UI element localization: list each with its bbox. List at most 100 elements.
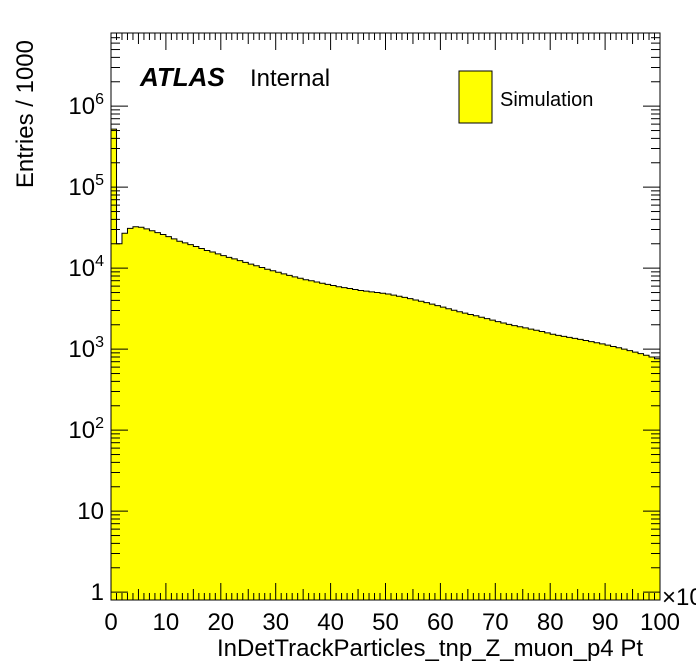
- histogram-bin: [160, 234, 167, 600]
- histogram-bin: [363, 291, 370, 600]
- histogram-bin: [121, 233, 129, 600]
- histogram-bin: [176, 241, 183, 600]
- histogram-bin: [577, 339, 584, 600]
- histogram-bin: [127, 228, 134, 600]
- histogram-bin: [204, 250, 211, 600]
- histogram-bin: [462, 313, 469, 600]
- histogram-bin: [539, 331, 546, 600]
- histogram-bin: [111, 129, 118, 600]
- histogram-bin: [281, 273, 288, 600]
- histogram-bin: [473, 315, 480, 600]
- histogram-bin: [385, 293, 392, 600]
- histogram-bin: [500, 323, 507, 600]
- histogram-outline: [110, 128, 661, 600]
- histogram-bin: [380, 293, 387, 600]
- histogram-bin: [418, 301, 425, 600]
- histogram-bars: [111, 129, 660, 600]
- x-axis: 0 10 20 30 40 50 60 70 80 90 100: [104, 33, 680, 636]
- histogram-bin: [358, 290, 365, 600]
- histogram-bin: [193, 246, 200, 600]
- histogram-bin: [325, 284, 332, 600]
- histogram-bin: [566, 337, 573, 600]
- histogram-bin: [154, 232, 162, 600]
- histogram-bin: [599, 343, 606, 600]
- x-tick-label: 90: [592, 609, 619, 636]
- x-tick-label: 80: [537, 609, 564, 636]
- histogram-bin: [643, 355, 650, 600]
- histogram-bin: [489, 320, 496, 600]
- histogram-bin: [330, 285, 337, 600]
- histogram-bin: [506, 324, 513, 600]
- histogram-bin: [616, 347, 623, 600]
- histogram-bin: [467, 314, 474, 600]
- histogram-bin: [478, 317, 485, 600]
- histogram-bin: [423, 302, 431, 600]
- legend: Simulation: [458, 70, 593, 124]
- histogram-bin: [198, 248, 205, 600]
- histogram-bin: [572, 338, 579, 600]
- histogram-bin: [517, 326, 524, 600]
- histogram-bin: [132, 226, 140, 600]
- x-tick-label: 0: [104, 609, 117, 636]
- x-tick-label: 30: [262, 609, 289, 636]
- histogram-bin: [347, 288, 354, 600]
- histogram-bin: [270, 270, 277, 600]
- histogram-bin: [429, 304, 436, 600]
- histogram-bin: [445, 308, 452, 600]
- histogram-bin: [638, 353, 645, 600]
- histogram-bin: [253, 265, 260, 600]
- internal-label: Internal: [250, 65, 330, 92]
- x-tick-label: 100: [640, 609, 680, 636]
- y-tick-label: 105: [68, 172, 104, 201]
- histogram-bin: [226, 257, 233, 600]
- histogram-bin: [319, 283, 326, 600]
- histogram-bin: [248, 264, 255, 600]
- histogram-bin: [264, 269, 271, 600]
- legend-label-simulation: Simulation: [500, 89, 593, 111]
- histogram-bin: [292, 276, 299, 600]
- histogram-bin: [605, 345, 612, 600]
- histogram-bin: [495, 321, 502, 600]
- y-tick-label: 106: [68, 91, 104, 120]
- y-tick-label: 10: [77, 498, 104, 525]
- histogram-bin: [220, 255, 227, 600]
- x-tick-label: 40: [317, 609, 344, 636]
- histogram-bin: [561, 336, 568, 600]
- x-tick-label: 60: [427, 609, 454, 636]
- histogram-bin: [314, 281, 321, 600]
- histogram-bin: [522, 327, 529, 600]
- histogram-bin: [116, 243, 123, 600]
- histogram-bin: [407, 298, 414, 600]
- histogram-bin: [544, 332, 551, 600]
- legend-swatch-simulation: [458, 70, 493, 124]
- histogram-bin: [369, 291, 376, 600]
- y-axis: 1 10 102 103 104 105 106: [68, 32, 660, 606]
- histogram-bin: [621, 349, 628, 600]
- histogram-bin: [390, 295, 398, 600]
- x-axis-title: InDetTrackParticles_tnp_Z_muon_p4 Pt: [217, 635, 643, 662]
- histogram-bin: [336, 286, 343, 600]
- histogram-bin: [583, 340, 590, 600]
- histogram-bin: [187, 244, 194, 600]
- histogram-bin: [303, 279, 310, 600]
- histogram-bin: [182, 242, 189, 600]
- histogram-bin: [308, 280, 315, 600]
- histogram-bin: [242, 262, 249, 600]
- y-axis-title: Entries / 1000: [12, 40, 39, 188]
- histogram-bin: [632, 352, 639, 600]
- histogram-bin: [550, 334, 557, 600]
- histogram-bin: [412, 299, 420, 600]
- histogram-bin: [396, 296, 403, 600]
- histogram-bin: [533, 330, 540, 600]
- histogram-bin: [215, 253, 222, 600]
- histogram-bin: [627, 350, 634, 600]
- x-tick-label: 20: [207, 609, 234, 636]
- histogram-bin: [594, 342, 601, 600]
- histogram-bin: [555, 335, 562, 600]
- histogram-bin: [649, 357, 656, 600]
- histogram-bin: [138, 227, 145, 600]
- x-axis-multiplier: ×10³: [662, 584, 696, 611]
- y-tick-label: 103: [68, 334, 104, 363]
- histogram-bin: [275, 272, 282, 600]
